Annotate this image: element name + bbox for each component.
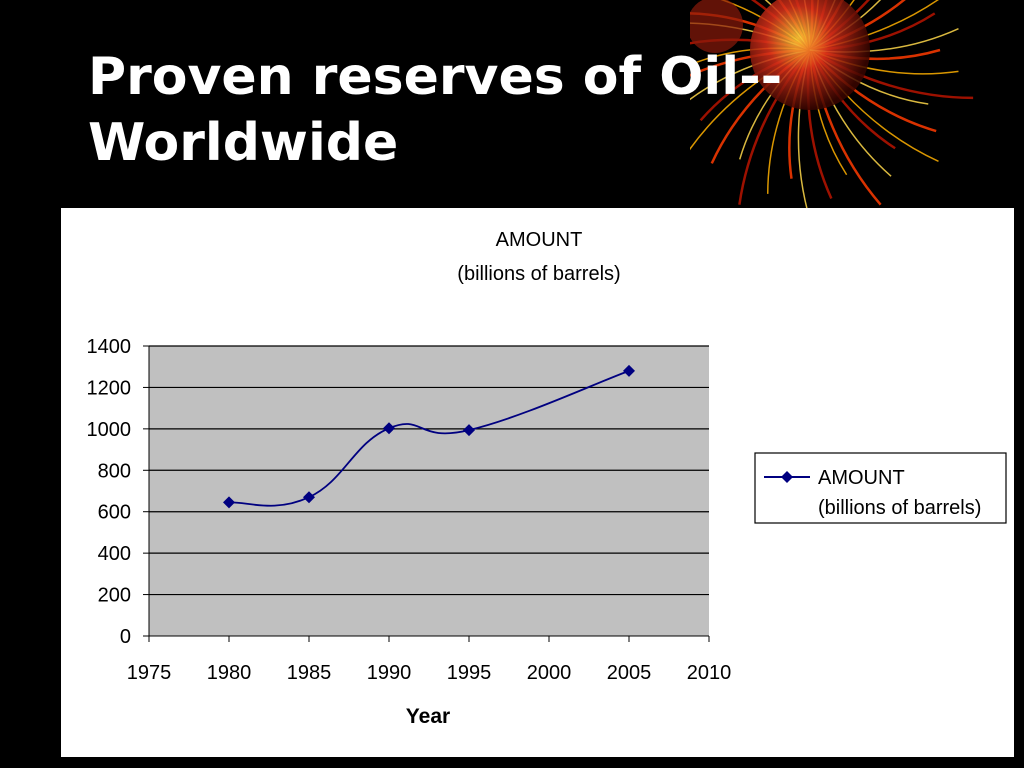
y-tick-label: 1200: [87, 377, 132, 399]
legend-marker: [781, 471, 793, 483]
fireworks-graphic: [690, 0, 974, 221]
slide-title-line-1: Proven reserves of Oil--: [88, 47, 783, 107]
chart-title-line-2: (billions of barrels): [457, 263, 620, 285]
gridlines: [149, 345, 709, 596]
x-tick-label: 2000: [527, 662, 572, 684]
series-line: [228, 370, 630, 507]
slide-title-line-2: Worldwide: [88, 113, 399, 173]
fireworks-small-burst: [690, 0, 743, 53]
data-point-marker: [303, 491, 315, 504]
y-tick-label: 200: [98, 585, 131, 607]
fireworks-core: [750, 0, 870, 110]
data-point-marker: [223, 496, 235, 509]
chart-title-line-1: AMOUNT: [496, 229, 583, 251]
plot-area: [149, 346, 709, 636]
legend-label-line-2: (billions of barrels): [818, 497, 981, 519]
y-tick-label: 600: [98, 502, 131, 524]
x-tick-label: 1975: [127, 662, 172, 684]
y-tick-label: 1400: [87, 336, 132, 358]
legend: AMOUNT (billions of barrels): [754, 452, 1007, 524]
y-tick-label: 800: [98, 460, 131, 482]
slide-title: Proven reserves of Oil-- Worldwide: [88, 44, 782, 176]
chart-panel: AMOUNT (billions of barrels) 0 200 400 600 8…: [61, 208, 1014, 757]
y-tick-label: 400: [98, 543, 131, 565]
line-chart: AMOUNT (billions of barrels) 0 200 400 600 8…: [87, 229, 1007, 728]
data-point-marker: [383, 422, 395, 435]
y-tick-label: 0: [120, 626, 131, 648]
legend-label-line-1: AMOUNT: [818, 467, 905, 489]
y-tick-label: 1000: [87, 419, 132, 441]
x-tick-label: 1980: [207, 662, 252, 684]
x-axis-ticks: 1975 1980 1985 1990 1995 2000 2005 2010: [127, 636, 732, 684]
x-tick-label: 1995: [447, 662, 492, 684]
series-group: [223, 364, 635, 509]
legend-box: [754, 452, 1007, 524]
x-tick-label: 2005: [607, 662, 652, 684]
y-axis-ticks: 0 200 400 600 800 1000 1200 1400: [87, 336, 149, 648]
data-point-marker: [623, 364, 635, 377]
x-axis-label: Year: [406, 705, 450, 728]
x-tick-label: 2010: [687, 662, 732, 684]
x-tick-label: 1990: [367, 662, 412, 684]
data-point-marker: [463, 424, 475, 437]
x-tick-label: 1985: [287, 662, 332, 684]
